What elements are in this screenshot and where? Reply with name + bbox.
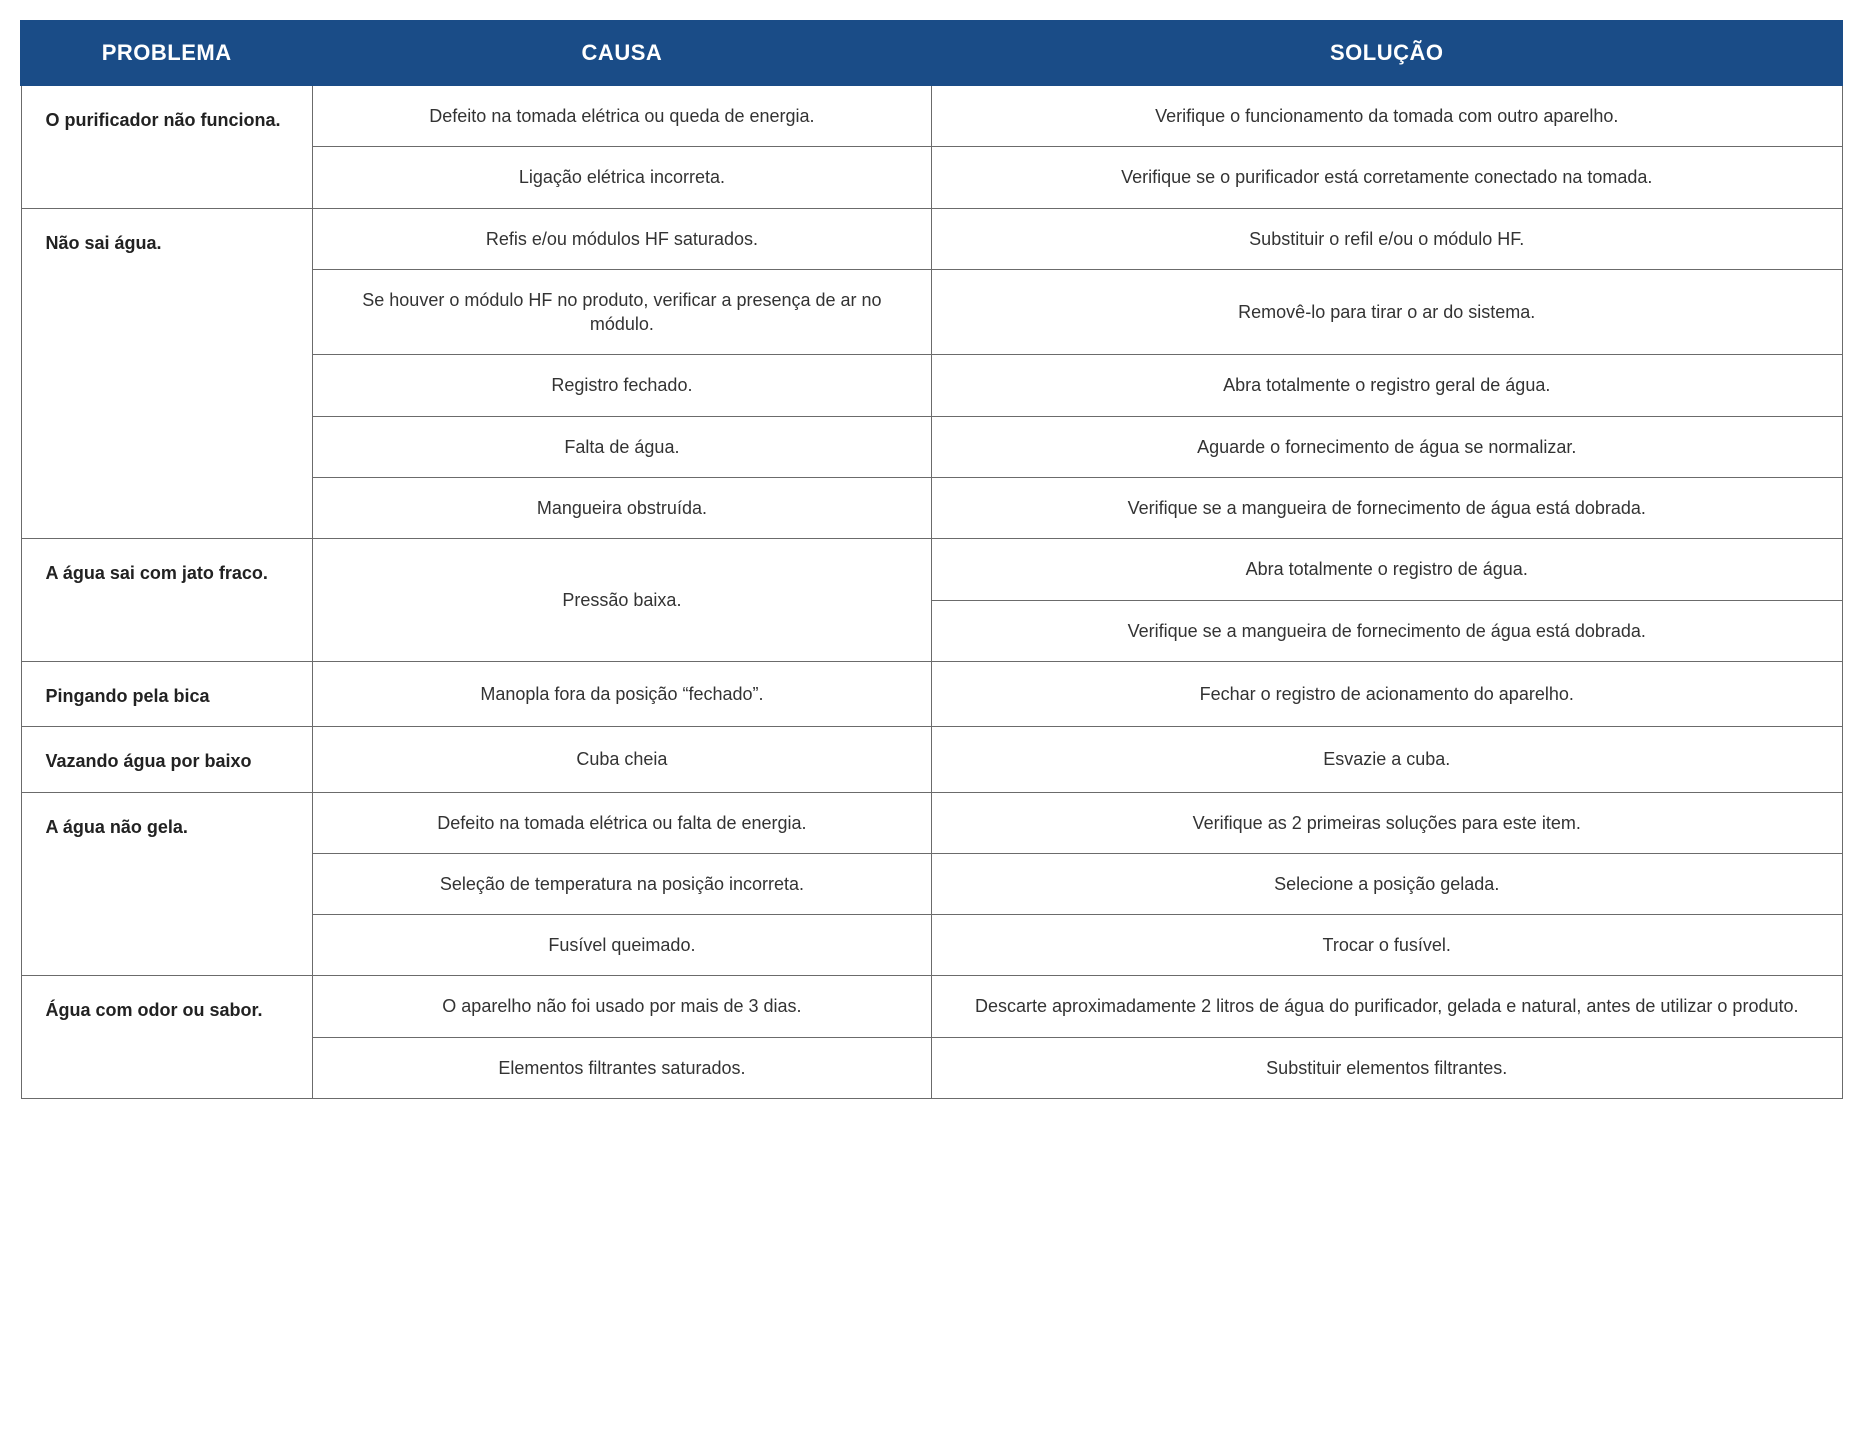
troubleshooting-table: PROBLEMA CAUSA SOLUÇÃO O purificador não… [20,20,1843,1099]
table-row: Vazando água por baixoCuba cheiaEsvazie … [21,727,1842,792]
cell-solucao: Aguarde o fornecimento de água se normal… [931,416,1842,477]
table-row: A água sai com jato fraco.Pressão baixa.… [21,539,1842,600]
cell-causa: Ligação elétrica incorreta. [312,147,931,208]
cell-solucao: Abra totalmente o registro de água. [931,539,1842,600]
cell-solucao: Fechar o registro de acionamento do apar… [931,661,1842,726]
cell-solucao: Abra totalmente o registro geral de água… [931,355,1842,416]
cell-causa: Se houver o módulo HF no produto, verifi… [312,269,931,355]
cell-solucao: Verifique se a mangueira de fornecimento… [931,600,1842,661]
cell-solucao: Substituir elementos filtrantes. [931,1037,1842,1098]
table-header-row: PROBLEMA CAUSA SOLUÇÃO [21,21,1842,85]
cell-solucao: Verifique as 2 primeiras soluções para e… [931,792,1842,853]
table-row: Pingando pela bicaManopla fora da posiçã… [21,661,1842,726]
cell-causa: Fusível queimado. [312,915,931,976]
cell-causa: Registro fechado. [312,355,931,416]
cell-problema: Vazando água por baixo [21,727,312,792]
cell-causa: Pressão baixa. [312,539,931,662]
cell-causa: Elementos filtrantes saturados. [312,1037,931,1098]
cell-problema: Água com odor ou sabor. [21,976,312,1099]
table-row: Não sai água.Refis e/ou módulos HF satur… [21,208,1842,269]
table-body: O purificador não funciona.Defeito na to… [21,85,1842,1099]
cell-solucao: Removê-lo para tirar o ar do sistema. [931,269,1842,355]
cell-causa: O aparelho não foi usado por mais de 3 d… [312,976,931,1037]
table-row: A água não gela.Defeito na tomada elétri… [21,792,1842,853]
cell-solucao: Trocar o fusível. [931,915,1842,976]
cell-problema: O purificador não funciona. [21,85,312,208]
cell-problema: A água não gela. [21,792,312,976]
cell-causa: Defeito na tomada elétrica ou falta de e… [312,792,931,853]
cell-solucao: Esvazie a cuba. [931,727,1842,792]
cell-causa: Cuba cheia [312,727,931,792]
cell-solucao: Verifique se o purificador está corretam… [931,147,1842,208]
cell-problema: Pingando pela bica [21,661,312,726]
cell-problema: Não sai água. [21,208,312,539]
cell-causa: Refis e/ou módulos HF saturados. [312,208,931,269]
cell-solucao: Verifique o funcionamento da tomada com … [931,85,1842,147]
cell-causa: Mangueira obstruída. [312,478,931,539]
cell-solucao: Verifique se a mangueira de fornecimento… [931,478,1842,539]
cell-causa: Manopla fora da posição “fechado”. [312,661,931,726]
cell-causa: Seleção de temperatura na posição incorr… [312,853,931,914]
cell-solucao: Selecione a posição gelada. [931,853,1842,914]
cell-causa: Falta de água. [312,416,931,477]
col-header-causa: CAUSA [312,21,931,85]
table-row: O purificador não funciona.Defeito na to… [21,85,1842,147]
table-row: Água com odor ou sabor.O aparelho não fo… [21,976,1842,1037]
col-header-problema: PROBLEMA [21,21,312,85]
cell-solucao: Substituir o refil e/ou o módulo HF. [931,208,1842,269]
cell-problema: A água sai com jato fraco. [21,539,312,662]
cell-causa: Defeito na tomada elétrica ou queda de e… [312,85,931,147]
col-header-solucao: SOLUÇÃO [931,21,1842,85]
cell-solucao: Descarte aproximadamente 2 litros de águ… [931,976,1842,1037]
